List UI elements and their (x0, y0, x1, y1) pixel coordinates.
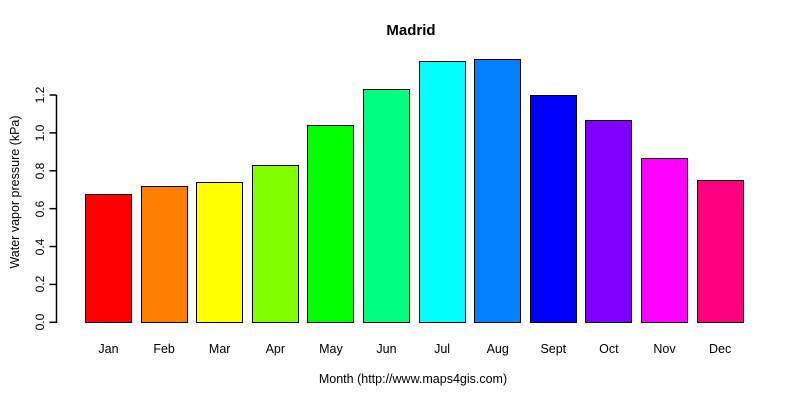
x-tick-label-jul: Jul (434, 342, 451, 356)
x-tick-label-apr: Apr (265, 342, 286, 356)
y-tick-label: 0.4 (33, 238, 47, 255)
bar-oct (585, 119, 633, 324)
y-tick-label: 0.8 (33, 162, 47, 180)
bar-mar (196, 182, 244, 324)
y-tick-label: 1.0 (33, 124, 47, 142)
y-tick-label: 0.0 (33, 313, 47, 331)
y-tick-label: 1.2 (33, 86, 47, 104)
x-tick-label-oct: Oct (599, 342, 619, 356)
x-tick-label-nov: Nov (653, 342, 676, 356)
bar-may (307, 125, 355, 324)
x-tick-label-jun: Jun (376, 342, 397, 356)
x-tick-label-feb: Feb (153, 342, 175, 356)
bar-sept (529, 95, 577, 324)
x-tick-label-aug: Aug (486, 342, 509, 356)
bar-jul (418, 60, 466, 324)
bar-apr (251, 165, 299, 324)
chart-title: Madrid (386, 22, 436, 39)
x-tick-label-sept: Sept (540, 342, 567, 356)
y-tick-label: 0.6 (33, 200, 47, 217)
x-tick-label-mar: Mar (208, 342, 231, 356)
bar-jan (85, 193, 132, 324)
x-tick-label-jan: Jan (98, 342, 119, 356)
bar-feb (140, 185, 188, 324)
bar-aug (474, 59, 522, 324)
y-tick-label: 0.2 (33, 276, 47, 293)
x-tick-label-dec: Dec (708, 342, 732, 356)
bar-jun (363, 89, 410, 324)
x-tick-label-may: May (319, 342, 343, 356)
x-axis-label: Month (http://www.maps4gis.com) (318, 372, 508, 386)
bar-dec (696, 180, 744, 324)
bar-nov (641, 157, 688, 324)
